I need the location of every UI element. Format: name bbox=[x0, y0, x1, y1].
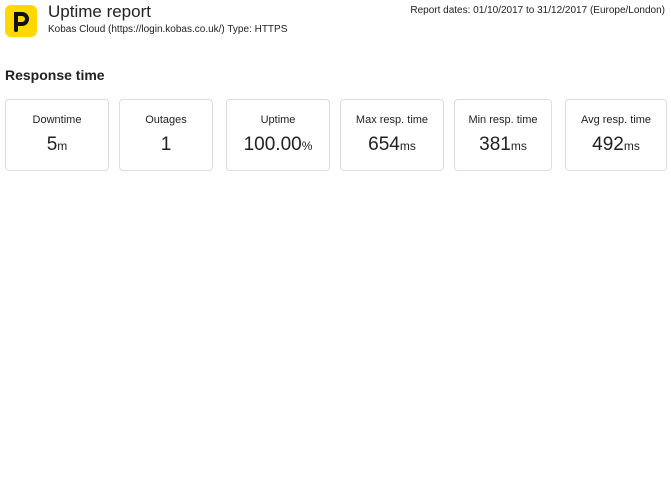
report-dates: Report dates: 01/10/2017 to 31/12/2017 (… bbox=[410, 5, 665, 16]
stat-card: Outages 1 bbox=[119, 99, 213, 171]
stat-value-row: 381ms bbox=[455, 134, 551, 156]
stat-value-row: 492ms bbox=[566, 134, 666, 156]
stat-label: Avg resp. time bbox=[580, 114, 652, 126]
stat-unit: ms bbox=[623, 139, 640, 153]
stat-card: Uptime 100.00% bbox=[226, 99, 330, 171]
title: Uptime report bbox=[48, 2, 151, 21]
logo-glyph: 00.2s0.4s0.6s0.8sResponse timeOctNovDecJ… bbox=[14, 12, 670, 298]
stat-value: 5 bbox=[46, 134, 58, 155]
stat-unit: % bbox=[301, 139, 313, 153]
stat-card: Min resp. time 381ms bbox=[454, 99, 552, 171]
stat-value-row: 654ms bbox=[341, 134, 443, 156]
stat-value-row: 100.00% bbox=[227, 134, 329, 156]
stat-value: 654 bbox=[368, 134, 400, 155]
stat-card: Avg resp. time 492ms bbox=[565, 99, 667, 171]
stat-unit: ms bbox=[399, 139, 416, 153]
stat-label: Uptime bbox=[260, 114, 296, 126]
stat-label: Max resp. time bbox=[355, 114, 429, 126]
stat-value-row: 1 bbox=[120, 134, 212, 156]
subtitle: Kobas Cloud (https://login.kobas.co.uk/)… bbox=[48, 24, 288, 35]
stat-label: Min resp. time bbox=[468, 114, 538, 126]
stat-unit: ms bbox=[510, 139, 527, 153]
chart bbox=[0, 180, 671, 478]
stat-unit: m bbox=[57, 139, 68, 153]
stat-value: 1 bbox=[160, 134, 172, 155]
stat-value-row: 5m bbox=[6, 134, 108, 156]
stat-value: 492 bbox=[592, 134, 624, 155]
stat-card: Max resp. time 654ms bbox=[340, 99, 444, 171]
stat-value: 381 bbox=[479, 134, 511, 155]
stat-label: Downtime bbox=[32, 114, 82, 126]
logo[interactable]: 00.2s0.4s0.6s0.8sResponse timeOctNovDecJ… bbox=[5, 5, 670, 298]
section-title: Response time bbox=[5, 67, 105, 83]
stat-label: Outages bbox=[145, 114, 187, 126]
stat-card: Downtime 5m bbox=[5, 99, 109, 171]
stat-value: 100.00 bbox=[243, 134, 302, 155]
